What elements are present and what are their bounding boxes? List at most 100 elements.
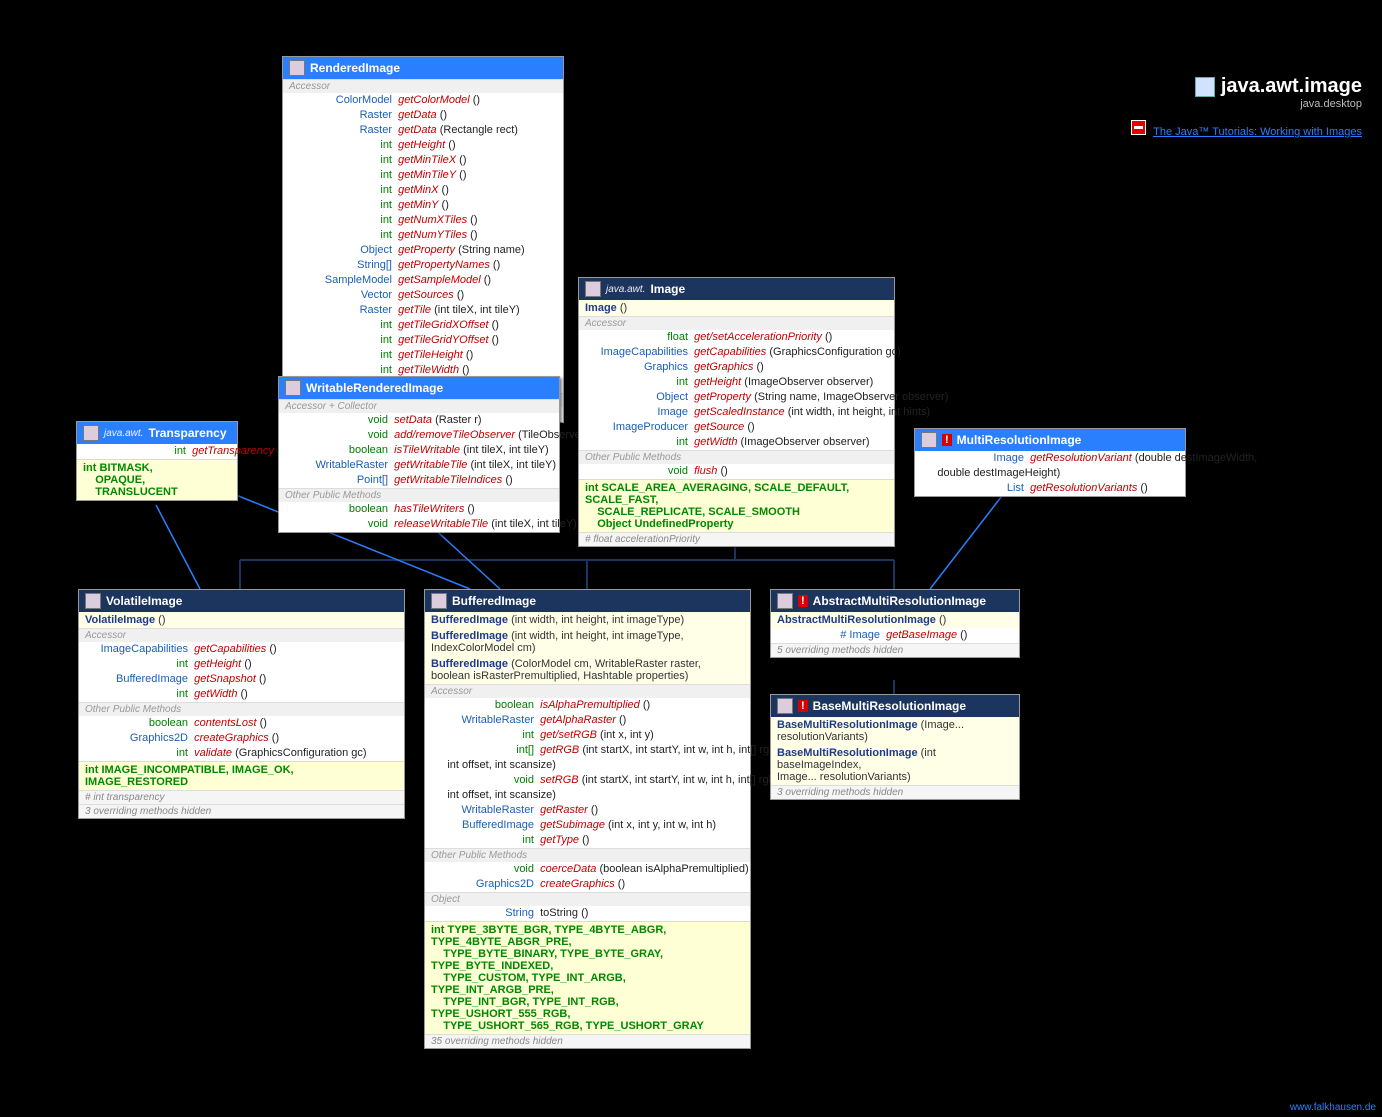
method-row: boolean hasTileWriters () [279,502,559,517]
constants-block: int BITMASK, OPAQUE, TRANSLUCENT [77,459,237,500]
method-row: int getMinTileX () [283,153,563,168]
method-row: int getHeight () [283,138,563,153]
constructor-row: BufferedImage (ColorModel cm, WritableRa… [425,656,750,684]
method-row: String[] getPropertyNames () [283,258,563,273]
method-row: WritableRaster getRaster () [425,803,750,818]
method-row: Graphics2D createGraphics () [79,731,404,746]
class-box-WritableRenderedImage: WritableRenderedImageAccessor + Collecto… [278,376,560,533]
constructor-row: VolatileImage () [79,612,404,628]
class-box-BaseMultiResolutionImage: !BaseMultiResolutionImage BaseMultiResol… [770,694,1020,800]
method-row: Raster getTile (int tileX, int tileY) [283,303,563,318]
protected-field: # int transparency [79,790,404,804]
method-row: int getNumXTiles () [283,213,563,228]
method-row: Image getScaledInstance (int width, int … [579,405,894,420]
class-icon [83,425,99,441]
method-row: Object getProperty (String name, ImageOb… [579,390,894,405]
method-row: int validate (GraphicsConfiguration gc) [79,746,404,761]
section-label: Other Public Methods [579,450,894,464]
method-row: # Image getBaseImage () [771,628,1019,643]
method-row: ColorModel getColorModel () [283,93,563,108]
constructor-row: BaseMultiResolutionImage (Image... resol… [771,717,1019,745]
constructor-row: BufferedImage (int width, int height, in… [425,612,750,628]
method-row: int getType () [425,833,750,848]
class-header: !BaseMultiResolutionImage [771,695,1019,717]
method-row: int getMinY () [283,198,563,213]
method-row: int getTransparency () [77,444,237,459]
section-label: Other Public Methods [79,702,404,716]
constants-block: int IMAGE_INCOMPATIBLE, IMAGE_OK, IMAGE_… [79,761,404,790]
section-label: Accessor [79,628,404,642]
module-name: java.desktop [1131,98,1362,110]
section-label: Accessor [579,316,894,330]
method-row: void setData (Raster r) [279,413,559,428]
class-header: BufferedImage [425,590,750,612]
class-box-RenderedImage: RenderedImageAccessor ColorModel getColo… [282,56,564,423]
method-row: int getWidth () [79,687,404,702]
method-row: Object getProperty (String name) [283,243,563,258]
section-label: Accessor [283,79,563,93]
class-box-MultiResolutionImage: !MultiResolutionImage Image getResolutio… [914,428,1186,497]
class-header: WritableRenderedImage [279,377,559,399]
method-row: void releaseWritableTile (int tileX, int… [279,517,559,532]
method-row: WritableRaster getWritableTile (int tile… [279,458,559,473]
method-row: ImageCapabilities getCapabilities () [79,642,404,657]
class-box-Transparency: java.awt.Transparency int getTransparenc… [76,421,238,501]
tutorial-link[interactable]: The Java™ Tutorials: Working with Images [1153,126,1362,138]
method-row: String toString () [425,906,750,921]
method-row: int getHeight (ImageObserver observer) [579,375,894,390]
oracle-icon [1131,120,1146,135]
method-row: Vector getSources () [283,288,563,303]
method-row: BufferedImage getSubimage (int x, int y,… [425,818,750,833]
overriding-footnote: 35 overriding methods hidden [425,1034,750,1048]
class-icon [85,593,101,609]
class-header: !AbstractMultiResolutionImage [771,590,1019,612]
class-header: RenderedImage [283,57,563,79]
method-row: boolean contentsLost () [79,716,404,731]
section-label: Accessor + Collector [279,399,559,413]
section-label: Other Public Methods [425,848,750,862]
method-row: Raster getData () [283,108,563,123]
overriding-footnote: 3 overriding methods hidden [771,785,1019,799]
deprecation-marker: ! [798,700,808,712]
overriding-footnote: 3 overriding methods hidden [79,804,404,818]
class-icon [585,281,601,297]
class-box-Image: java.awt.Image Image () Accessor float g… [578,277,895,547]
method-row: SampleModel getSampleModel () [283,273,563,288]
deprecation-marker: ! [798,595,808,607]
method-row: Image getResolutionVariant (double destI… [915,451,1185,481]
section-label: Object [425,892,750,906]
package-name: java.awt.image [1221,75,1362,98]
method-row: BufferedImage getSnapshot () [79,672,404,687]
constructor-row: AbstractMultiResolutionImage () [771,612,1019,628]
constructor-row: BaseMultiResolutionImage (int baseImageI… [771,745,1019,785]
method-row: int getNumYTiles () [283,228,563,243]
credit-link[interactable]: www.falkhausen.de [1290,1102,1376,1113]
method-row: boolean isTileWritable (int tileX, int t… [279,443,559,458]
class-header: java.awt.Transparency [77,422,237,444]
method-row: ImageProducer getSource () [579,420,894,435]
method-row: int get/setRGB (int x, int y) [425,728,750,743]
package-title-block: java.awt.image java.desktop The Java™ Tu… [1131,75,1362,138]
method-row: int getHeight () [79,657,404,672]
method-row: void setRGB (int startX, int startY, int… [425,773,750,803]
method-row: void add/removeTileObserver (TileObserve… [279,428,559,443]
class-icon [289,60,305,76]
class-box-VolatileImage: VolatileImage VolatileImage () Accessor … [78,589,405,819]
method-row: int getTileGridYOffset () [283,333,563,348]
method-row: int[] getRGB (int startX, int startY, in… [425,743,750,773]
class-icon [921,432,937,448]
overriding-footnote: 5 overriding methods hidden [771,643,1019,657]
method-row: WritableRaster getAlphaRaster () [425,713,750,728]
class-icon [777,698,793,714]
constructor-row: BufferedImage (int width, int height, in… [425,628,750,656]
constructor-row: Image () [579,300,894,316]
class-icon [777,593,793,609]
constants-block: int TYPE_3BYTE_BGR, TYPE_4BYTE_ABGR, TYP… [425,921,750,1034]
method-row: List getResolutionVariants () [915,481,1185,496]
method-row: Raster getData (Rectangle rect) [283,123,563,138]
class-box-BufferedImage: BufferedImage BufferedImage (int width, … [424,589,751,1049]
method-row: int getTileHeight () [283,348,563,363]
protected-field: # float accelerationPriority [579,532,894,546]
deprecation-marker: ! [942,434,952,446]
method-row: Graphics getGraphics () [579,360,894,375]
